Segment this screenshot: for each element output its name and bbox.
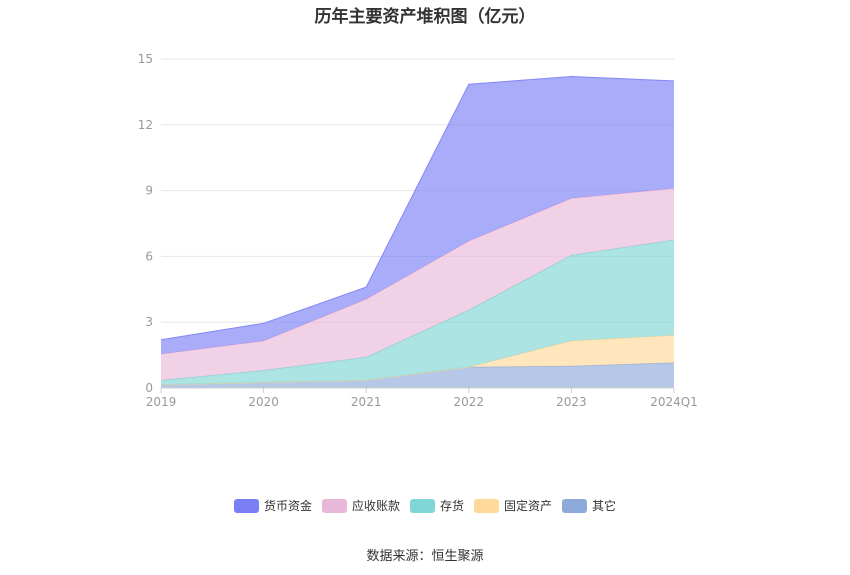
chart-title: 历年主要资产堆积图（亿元） [314,7,536,27]
x-tick-label: 2024Q1 [650,395,698,409]
legend-label: 固定资产 [504,499,553,513]
legend: 货币资金 应收账款 存货 固定资产 其它 [0,497,850,514]
area-series-存货 [161,239,674,385]
legend-label: 存货 [439,499,464,513]
x-tick-label: 2023 [556,395,587,409]
y-tick-label: 12 [138,118,153,132]
legend-swatch [233,498,259,513]
legend-item[interactable]: 固定资产 [474,497,552,514]
legend-swatch [562,498,588,513]
y-tick-label: 15 [138,52,153,66]
area-series-layer [160,76,675,388]
legend-swatch [409,498,435,513]
legend-item[interactable]: 存货 [409,497,464,514]
legend-label: 应收账款 [351,499,400,513]
area-series-其它 [161,362,674,388]
legend-label: 其它 [592,499,617,513]
y-tick-label: 6 [145,249,153,263]
area-series-货币资金 [161,76,674,355]
x-tick-label: 2020 [248,395,279,409]
y-tick-label: 0 [145,381,153,395]
source-note: 数据来源：恒生聚源 [366,549,484,564]
area-edge-货币资金 [160,76,675,341]
x-tick-label: 2022 [454,395,485,409]
legend-item[interactable]: 货币资金 [233,497,312,514]
legend-item[interactable]: 应收账款 [321,497,400,514]
x-tick-label: 2021 [351,395,382,409]
x-tick-label: 2019 [146,395,177,409]
legend-item[interactable]: 其它 [562,497,616,514]
y-tick-label: 3 [145,315,153,329]
legend-label: 货币资金 [263,499,312,513]
y-tick-label: 9 [145,184,153,198]
area-series-应收账款 [161,188,674,381]
axes: 0 3 6 9 12 15 2019 2020 2021 2022 2023 2024Q1 [138,52,698,409]
legend-swatch [474,498,499,513]
legend-swatch [321,498,347,513]
